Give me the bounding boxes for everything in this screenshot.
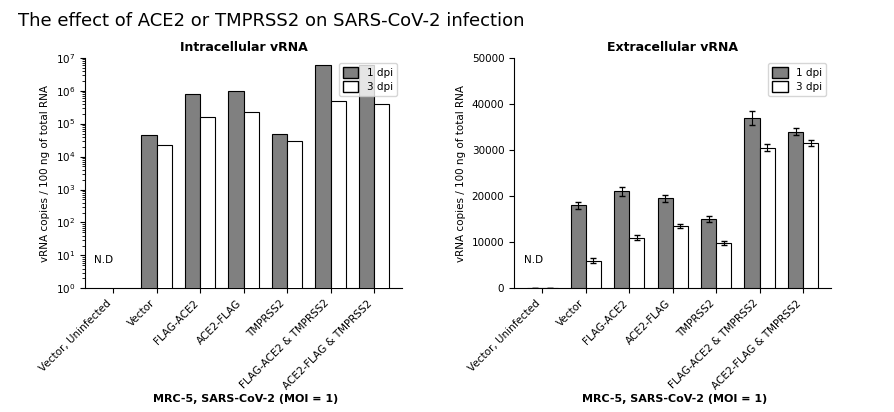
Bar (141, 135, 156, 412)
Bar (803, 143, 818, 288)
Bar (760, 147, 775, 288)
Bar (586, 261, 601, 288)
Bar (272, 133, 287, 412)
Bar (629, 238, 645, 288)
Bar (374, 104, 389, 412)
Bar (716, 243, 731, 288)
Title: Intracellular vRNA: Intracellular vRNA (180, 41, 308, 54)
Bar (185, 94, 200, 412)
Legend: 1 dpi, 3 dpi: 1 dpi, 3 dpi (339, 63, 397, 96)
Bar (200, 117, 215, 412)
Bar (228, 91, 243, 412)
Bar (316, 65, 331, 412)
Text: MRC-5, SARS-CoV-2 (MOI = 1): MRC-5, SARS-CoV-2 (MOI = 1) (582, 394, 768, 404)
Bar (570, 205, 586, 288)
Bar (657, 199, 672, 288)
Bar (358, 65, 374, 412)
Bar (243, 112, 259, 412)
Text: The effect of ACE2 or TMPRSS2 on SARS-CoV-2 infection: The effect of ACE2 or TMPRSS2 on SARS-Co… (18, 12, 525, 30)
Text: N.D: N.D (95, 255, 114, 265)
Y-axis label: vRNA copies / 100 ng of total RNA: vRNA copies / 100 ng of total RNA (456, 84, 466, 262)
Bar (788, 131, 803, 288)
Bar (156, 145, 172, 412)
Text: MRC-5, SARS-CoV-2 (MOI = 1): MRC-5, SARS-CoV-2 (MOI = 1) (153, 394, 339, 404)
Bar (672, 226, 688, 288)
Bar (287, 141, 302, 412)
Bar (745, 118, 760, 288)
Text: N.D: N.D (524, 255, 543, 265)
Title: Extracellular vRNA: Extracellular vRNA (607, 41, 738, 54)
Legend: 1 dpi, 3 dpi: 1 dpi, 3 dpi (768, 63, 826, 96)
Bar (614, 192, 629, 288)
Bar (331, 101, 346, 412)
Y-axis label: vRNA copies / 100 ng of total RNA: vRNA copies / 100 ng of total RNA (40, 84, 50, 262)
Bar (701, 219, 716, 288)
